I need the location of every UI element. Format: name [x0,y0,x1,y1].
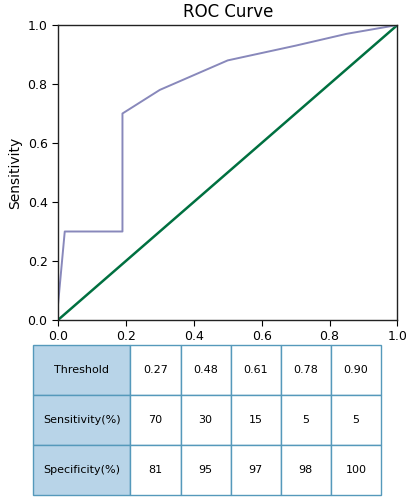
Bar [33,395,130,445]
Text: 0.27: 0.27 [143,365,168,375]
Bar [33,445,130,495]
Bar [330,445,380,495]
Text: Specificity(%): Specificity(%) [43,465,120,475]
Bar [130,445,180,495]
Text: 0.48: 0.48 [193,365,218,375]
Bar [230,445,280,495]
Bar [180,445,230,495]
Text: 15: 15 [248,415,262,425]
Bar [33,345,130,395]
Bar [230,395,280,445]
X-axis label: 1 - Specificity: 1 - Specificity [180,349,274,363]
Text: Threshold: Threshold [54,365,109,375]
Bar [230,345,280,395]
Text: 30: 30 [198,415,212,425]
Bar [280,445,330,495]
Text: 0.61: 0.61 [243,365,267,375]
Text: 5: 5 [301,415,309,425]
Text: 97: 97 [248,465,262,475]
Text: 81: 81 [148,465,162,475]
Bar [180,395,230,445]
Text: 0.90: 0.90 [343,365,367,375]
Bar [280,345,330,395]
Bar [180,345,230,395]
Text: 98: 98 [298,465,312,475]
Text: 70: 70 [148,415,162,425]
Text: Sensitivity(%): Sensitivity(%) [43,415,120,425]
Bar [330,345,380,395]
Bar [130,395,180,445]
Bar [130,345,180,395]
Text: 100: 100 [344,465,366,475]
Text: 95: 95 [198,465,212,475]
Bar [330,395,380,445]
Text: 5: 5 [351,415,358,425]
Title: ROC Curve: ROC Curve [182,2,272,21]
Y-axis label: Sensitivity: Sensitivity [8,136,22,208]
Text: 0.78: 0.78 [293,365,318,375]
Bar [280,395,330,445]
